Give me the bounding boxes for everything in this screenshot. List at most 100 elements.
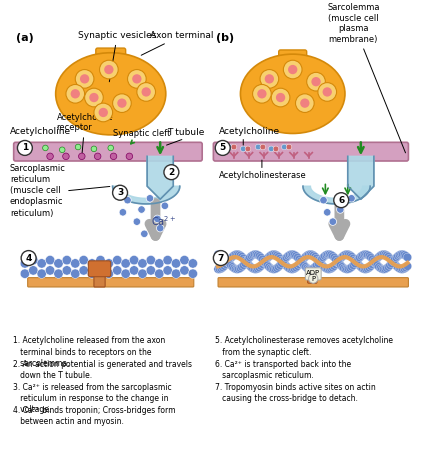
Circle shape (390, 255, 398, 264)
Circle shape (228, 252, 236, 261)
Circle shape (310, 263, 319, 271)
Circle shape (179, 256, 189, 265)
FancyBboxPatch shape (305, 268, 320, 280)
Circle shape (364, 264, 373, 272)
Circle shape (224, 256, 233, 265)
Circle shape (87, 259, 96, 268)
Circle shape (188, 259, 197, 268)
Circle shape (29, 266, 38, 275)
Circle shape (217, 251, 225, 259)
Text: 6. Ca²⁺ is transported back into the
   sarcoplasmic reticulum.: 6. Ca²⁺ is transported back into the sar… (215, 360, 351, 380)
Circle shape (255, 144, 260, 150)
Circle shape (342, 250, 350, 258)
Circle shape (133, 218, 140, 225)
Circle shape (226, 144, 231, 150)
Circle shape (291, 263, 299, 272)
Circle shape (251, 265, 260, 274)
Circle shape (112, 94, 131, 113)
Circle shape (279, 258, 287, 266)
Circle shape (280, 255, 289, 264)
Circle shape (336, 206, 343, 213)
Circle shape (129, 256, 138, 265)
Circle shape (294, 255, 303, 264)
Circle shape (153, 215, 161, 223)
Circle shape (218, 263, 227, 272)
Circle shape (377, 265, 385, 273)
Circle shape (285, 265, 293, 273)
Circle shape (87, 269, 96, 278)
Circle shape (399, 251, 408, 259)
Circle shape (326, 265, 335, 273)
FancyBboxPatch shape (88, 261, 111, 277)
Circle shape (350, 259, 358, 267)
Text: Acetylcholinesterase: Acetylcholinesterase (218, 171, 306, 180)
Circle shape (112, 185, 127, 200)
Circle shape (388, 257, 396, 266)
Circle shape (275, 254, 284, 263)
Circle shape (345, 264, 354, 272)
Circle shape (80, 74, 89, 84)
Text: 5. Acetylcholinesterase removes acetylcholine
   from the synaptic cleft.: 5. Acetylcholinesterase removes acetylch… (215, 336, 392, 357)
Circle shape (188, 269, 197, 278)
Circle shape (335, 261, 344, 269)
Circle shape (374, 263, 382, 271)
Circle shape (127, 69, 146, 88)
Circle shape (260, 144, 265, 150)
Ellipse shape (240, 54, 344, 133)
Circle shape (171, 269, 180, 278)
Circle shape (304, 265, 312, 273)
Circle shape (244, 146, 250, 152)
Circle shape (395, 265, 403, 273)
Circle shape (272, 251, 280, 260)
Circle shape (220, 262, 228, 270)
Text: 7. Tropomyosin binds active sites on actin
   causing the cross-bridge to detach: 7. Tropomyosin binds active sites on act… (215, 383, 375, 403)
Circle shape (309, 251, 317, 259)
Circle shape (331, 260, 339, 268)
Circle shape (112, 256, 122, 265)
Circle shape (161, 202, 168, 209)
Text: (a): (a) (16, 33, 33, 43)
Circle shape (347, 263, 355, 271)
Circle shape (350, 256, 358, 265)
Circle shape (369, 258, 378, 266)
Circle shape (121, 269, 130, 278)
Circle shape (95, 256, 105, 265)
Circle shape (285, 251, 293, 259)
FancyBboxPatch shape (307, 269, 316, 283)
Circle shape (70, 259, 80, 268)
Circle shape (95, 266, 105, 275)
Circle shape (358, 265, 366, 273)
Circle shape (236, 264, 244, 272)
Circle shape (402, 253, 411, 262)
Circle shape (47, 153, 53, 160)
Circle shape (62, 266, 71, 275)
Circle shape (279, 257, 287, 266)
Text: 5: 5 (219, 143, 225, 152)
Circle shape (325, 265, 333, 274)
Circle shape (382, 251, 390, 259)
Text: (b): (b) (216, 33, 234, 43)
Circle shape (253, 251, 261, 259)
Circle shape (17, 141, 32, 155)
Circle shape (318, 253, 326, 262)
Circle shape (318, 262, 326, 270)
FancyBboxPatch shape (28, 278, 193, 287)
Circle shape (248, 251, 256, 259)
Circle shape (154, 259, 164, 268)
Text: Synaptic vesicles: Synaptic vesicles (78, 31, 156, 82)
Circle shape (296, 257, 304, 266)
Circle shape (230, 144, 236, 150)
Circle shape (361, 265, 369, 274)
Circle shape (386, 256, 395, 264)
Circle shape (316, 260, 325, 268)
Circle shape (260, 69, 278, 88)
Circle shape (274, 263, 282, 271)
Text: 6: 6 (337, 196, 344, 205)
Circle shape (223, 257, 231, 266)
Text: P: P (310, 276, 315, 282)
Circle shape (99, 60, 118, 79)
Circle shape (334, 256, 342, 265)
Circle shape (293, 262, 301, 270)
Circle shape (283, 263, 292, 272)
Text: 1: 1 (22, 143, 28, 152)
